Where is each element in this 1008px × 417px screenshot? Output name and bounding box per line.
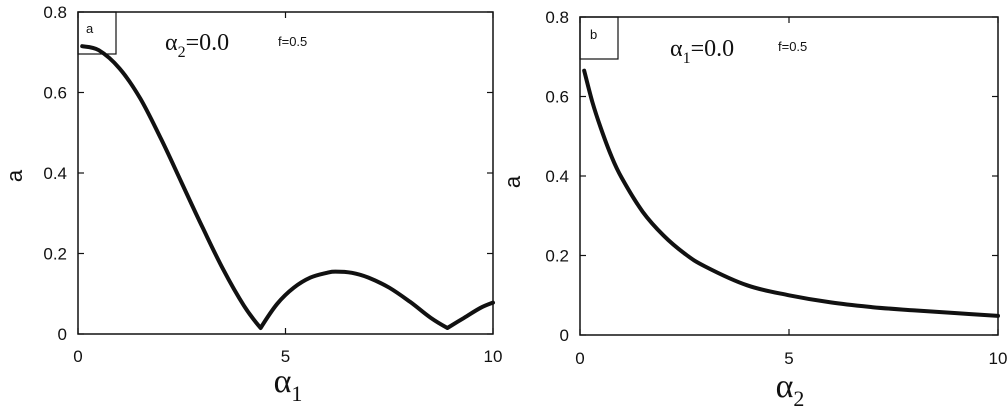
- panel-b-ytick-label: 0.8: [545, 8, 569, 27]
- panel-a-ytick-label: 0.6: [43, 84, 67, 103]
- panel-b-xtick-label: 5: [784, 349, 793, 368]
- panel-a-xlabel: α1: [274, 363, 303, 406]
- panel-a-ytick-label: 0.4: [43, 164, 67, 183]
- panel-b: b α1=0.0 f=0.5 a α2 0 5 10 0 0.2 0.4 0.6 0.8: [500, 8, 1007, 411]
- panel-b-ytick-label: 0.4: [545, 167, 569, 186]
- panel-a-f-annotation: f=0.5: [278, 34, 307, 49]
- panel-b-ylabel: a: [500, 175, 525, 188]
- panel-b-ytick-label: 0.6: [545, 88, 569, 107]
- panel-b-ytick-label: 0.2: [545, 247, 569, 266]
- panel-a-frame: [77, 11, 494, 335]
- panel-a-ylabel: a: [2, 169, 27, 182]
- panel-b-series-line: [582, 68, 1000, 318]
- panel-b-ticks: [579, 16, 999, 336]
- panel-b-ytick-label: 0: [560, 326, 569, 345]
- panel-b-frame: [579, 16, 999, 336]
- panel-b-xtick-label: 10: [989, 349, 1008, 368]
- panel-b-tick-labels: 0 5 10 0 0.2 0.4 0.6 0.8: [545, 8, 1007, 368]
- panel-a-ytick-label: 0.8: [43, 3, 67, 22]
- panel-a-label-box: [77, 11, 117, 55]
- panel-a-annotation: α2=0.0: [165, 30, 229, 61]
- panel-a-xtick-label: 5: [281, 347, 290, 366]
- panel-a-tick-labels: 0 5 10 0 0.2 0.4 0.6 0.8: [43, 3, 502, 366]
- panel-b-annotation: α1=0.0: [670, 36, 734, 67]
- panel-a-xtick-label: 0: [73, 347, 82, 366]
- panel-b-xtick-label: 0: [575, 349, 584, 368]
- panel-a-xtick-label: 10: [484, 347, 503, 366]
- panel-b-xlabel: α2: [776, 368, 805, 411]
- panel-a: a α2=0.0 f=0.5 a α1 0 5 10 0 0.2 0.4 0.6 0.8: [2, 3, 502, 406]
- panel-a-series-line: [80, 44, 495, 330]
- panel-a-ytick-label: 0: [58, 325, 67, 344]
- panel-a-label: a: [86, 21, 94, 36]
- panel-b-label-box: [579, 16, 619, 60]
- panel-a-ticks: [77, 11, 494, 335]
- panel-b-f-annotation: f=0.5: [778, 39, 807, 54]
- panel-b-label: b: [590, 27, 597, 42]
- panel-a-ytick-label: 0.2: [43, 245, 67, 264]
